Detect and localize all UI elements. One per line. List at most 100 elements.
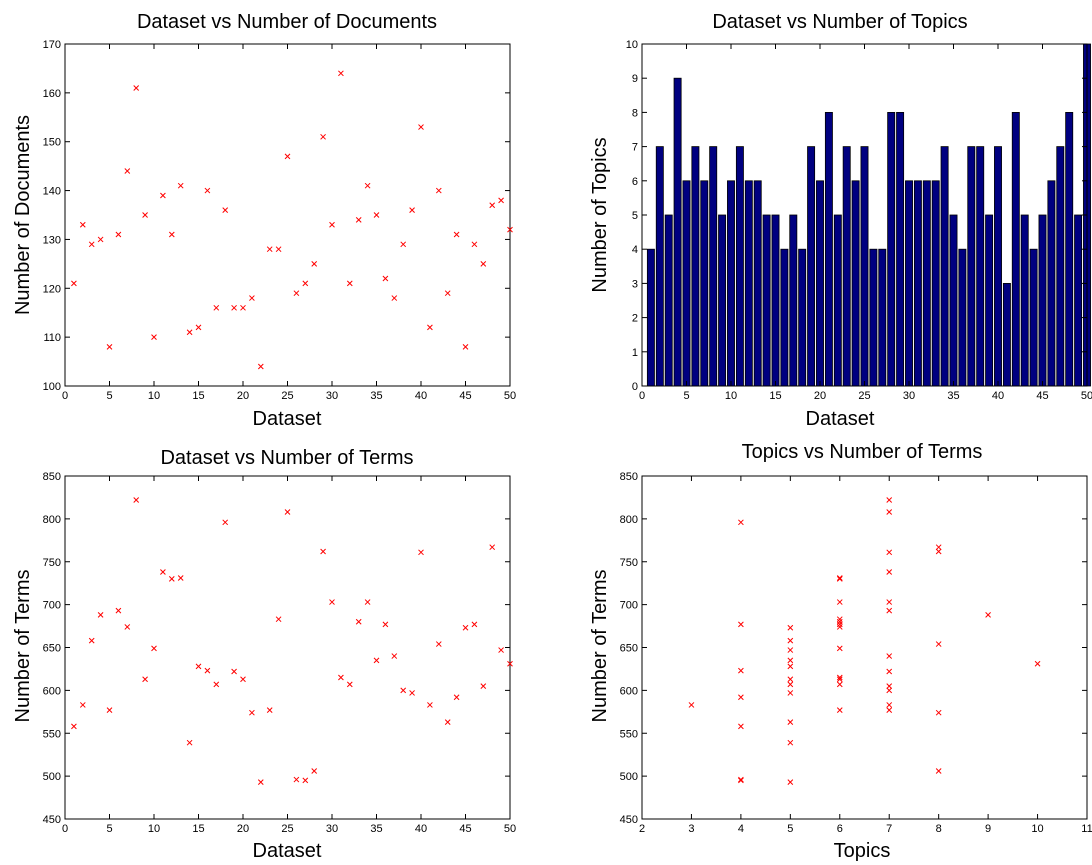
data-point bbox=[507, 660, 513, 667]
y-tick-label: 550 bbox=[43, 728, 61, 740]
data-point bbox=[231, 304, 237, 311]
data-point bbox=[453, 694, 460, 701]
data-point bbox=[382, 275, 389, 282]
data-point bbox=[738, 694, 744, 701]
y-tick-label: 110 bbox=[43, 332, 61, 344]
data-point bbox=[836, 645, 843, 652]
data-point bbox=[355, 618, 362, 625]
data-point bbox=[124, 624, 131, 630]
data-point bbox=[738, 776, 744, 783]
y-tick-label: 700 bbox=[43, 600, 61, 612]
data-point bbox=[364, 599, 371, 605]
bar bbox=[771, 214, 780, 387]
x-tick-label: 20 bbox=[814, 390, 826, 402]
axes-frame bbox=[641, 475, 1088, 820]
x-axis-label: Topics bbox=[834, 840, 891, 862]
x-tick-label: 5 bbox=[683, 390, 689, 402]
bar bbox=[753, 180, 762, 387]
data-point bbox=[498, 647, 504, 653]
y-tick-label: 120 bbox=[43, 283, 61, 295]
chart-title: Dataset vs Number of Terms bbox=[160, 447, 413, 469]
bar bbox=[860, 146, 869, 387]
bar bbox=[931, 180, 940, 387]
data-point bbox=[738, 723, 744, 730]
x-tick-label: 5 bbox=[106, 823, 112, 835]
data-point bbox=[160, 192, 166, 199]
y-tick-label: 450 bbox=[620, 814, 638, 826]
y-axis-label: Number of Terms bbox=[589, 569, 611, 722]
bar bbox=[780, 248, 789, 387]
x-tick-label: 8 bbox=[936, 823, 942, 835]
data-point bbox=[498, 197, 504, 204]
data-point bbox=[186, 739, 193, 746]
data-point bbox=[462, 344, 469, 350]
x-tick-label: 0 bbox=[62, 823, 68, 835]
data-point bbox=[222, 207, 229, 213]
data-point bbox=[168, 231, 175, 238]
data-point bbox=[106, 707, 113, 713]
bar bbox=[798, 248, 807, 387]
data-point bbox=[195, 663, 202, 670]
bar bbox=[691, 146, 700, 387]
data-point bbox=[985, 612, 991, 618]
data-point bbox=[311, 768, 318, 774]
data-point bbox=[266, 246, 273, 253]
x-tick-label: 35 bbox=[947, 390, 959, 402]
bar bbox=[1020, 214, 1029, 387]
data-point bbox=[444, 290, 451, 297]
data-point bbox=[151, 334, 157, 340]
bar bbox=[869, 248, 878, 387]
bar bbox=[789, 214, 798, 387]
x-axis-label: Dataset bbox=[253, 840, 322, 862]
data-point bbox=[787, 663, 794, 670]
data-point bbox=[935, 768, 942, 774]
data-point bbox=[222, 519, 229, 526]
bar bbox=[940, 146, 949, 387]
data-point bbox=[71, 280, 77, 287]
bar bbox=[682, 180, 691, 387]
y-tick-label: 2 bbox=[632, 313, 638, 325]
x-tick-label: 15 bbox=[192, 823, 204, 835]
bar bbox=[878, 248, 887, 387]
x-tick-label: 40 bbox=[415, 823, 427, 835]
bar bbox=[985, 214, 994, 387]
bar bbox=[655, 146, 664, 387]
data-point bbox=[124, 168, 131, 174]
data-point bbox=[471, 621, 478, 628]
bar bbox=[949, 214, 958, 387]
x-tick-label: 45 bbox=[1036, 390, 1048, 402]
data-point bbox=[507, 226, 513, 233]
x-tick-label: 15 bbox=[769, 390, 781, 402]
data-point bbox=[453, 231, 460, 238]
bar bbox=[833, 214, 842, 387]
y-tick-label: 850 bbox=[43, 471, 61, 483]
data-point bbox=[836, 707, 843, 713]
chart-topics-panel: Dataset vs Number of Topics Dataset Numb… bbox=[589, 11, 1092, 430]
data-point bbox=[787, 676, 794, 683]
data-point bbox=[373, 212, 380, 218]
data-point bbox=[409, 690, 415, 696]
data-point bbox=[71, 723, 77, 730]
data-point bbox=[186, 329, 193, 336]
data-point bbox=[177, 575, 184, 581]
data-point bbox=[160, 569, 166, 575]
data-point bbox=[787, 690, 794, 696]
x-tick-label: 40 bbox=[415, 390, 427, 402]
data-point bbox=[886, 607, 893, 614]
data-point bbox=[935, 641, 942, 647]
x-tick-label: 50 bbox=[504, 823, 516, 835]
data-point bbox=[346, 681, 353, 688]
x-tick-label: 9 bbox=[985, 823, 991, 835]
y-tick-label: 700 bbox=[620, 600, 638, 612]
data-point bbox=[320, 548, 326, 555]
bar bbox=[922, 180, 931, 387]
data-point bbox=[836, 676, 843, 683]
data-point bbox=[836, 575, 843, 581]
y-axis-label: Number of Terms bbox=[12, 569, 34, 722]
data-point bbox=[284, 153, 291, 160]
y-tick-label: 3 bbox=[632, 278, 638, 290]
y-tick-label: 450 bbox=[43, 814, 61, 826]
x-tick-label: 10 bbox=[1031, 823, 1043, 835]
y-tick-label: 800 bbox=[43, 514, 61, 526]
y-tick-label: 140 bbox=[43, 186, 61, 198]
